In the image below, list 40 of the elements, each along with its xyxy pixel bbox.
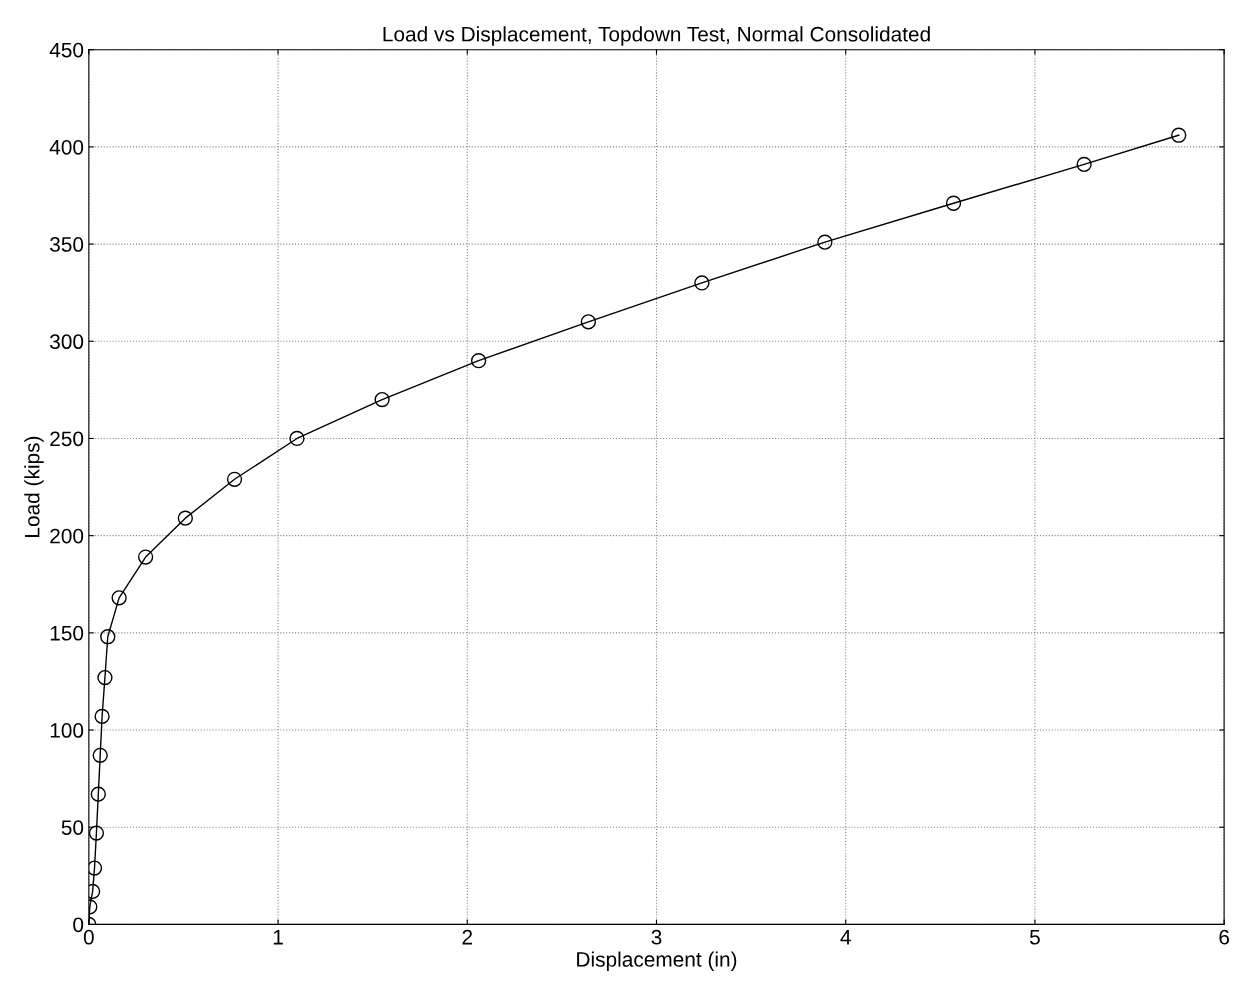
point — [92, 747, 108, 763]
point — [580, 314, 597, 330]
point — [88, 825, 105, 841]
point — [88, 860, 103, 876]
x-tick-label: 1 — [273, 930, 283, 945]
point — [694, 275, 710, 291]
y-tick-label: 350 — [50, 237, 84, 252]
point — [470, 353, 487, 369]
point — [374, 391, 390, 408]
y-tick-label: 200 — [50, 528, 84, 544]
point — [177, 510, 193, 526]
point — [1076, 156, 1092, 173]
point — [90, 786, 106, 802]
point — [817, 234, 833, 250]
x-tick-label: 4 — [840, 930, 851, 945]
x-tick-label: 5 — [1029, 930, 1040, 945]
point — [94, 708, 110, 725]
x-tick-label: 2 — [462, 929, 473, 945]
y-tick-label: 100 — [50, 723, 84, 738]
y-tick-label: 250 — [50, 431, 84, 447]
x-tick-label: 0 — [83, 929, 94, 945]
y-tick-label: 150 — [50, 625, 84, 641]
point — [97, 669, 113, 686]
y-tick-label: 450 — [49, 42, 84, 58]
point — [100, 629, 116, 645]
y-tick-label: 50 — [61, 820, 84, 835]
point — [289, 430, 305, 447]
y-axis-title: Load (kips) — [24, 436, 44, 537]
point — [111, 590, 127, 606]
chart-title: Load vs Displacement, Topdown Test, Normal Consolidated — [383, 26, 930, 46]
point — [226, 471, 243, 487]
y-tick-label: 400 — [49, 139, 84, 155]
x-tick-label: 3 — [651, 929, 662, 945]
point — [945, 195, 962, 211]
point — [1171, 127, 1187, 143]
y-tick-label: 0 — [73, 917, 84, 933]
x-axis-title: Displacement (in) — [577, 951, 737, 971]
x-tick-label: 6 — [1219, 929, 1230, 945]
y-tick-label: 300 — [50, 334, 84, 350]
point — [137, 549, 154, 565]
